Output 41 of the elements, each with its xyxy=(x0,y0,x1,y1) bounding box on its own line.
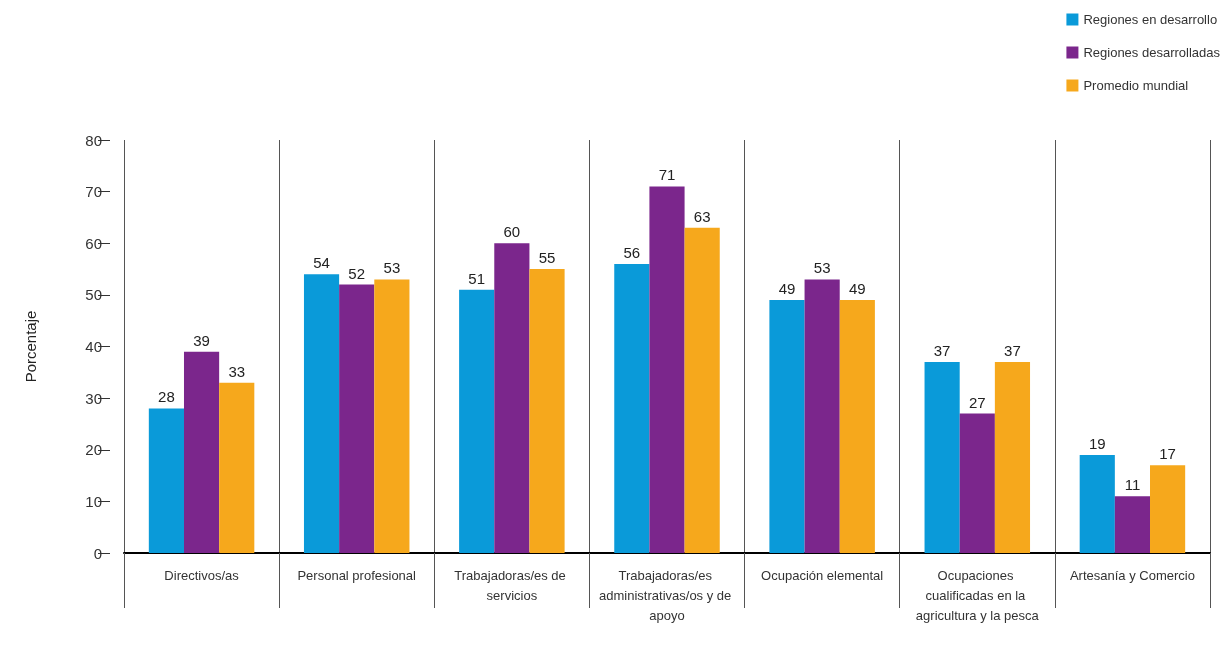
data-label: 33 xyxy=(228,362,246,380)
y-tick-label: 40 xyxy=(85,338,102,355)
data-label: 53 xyxy=(383,259,401,277)
data-label: 56 xyxy=(623,243,641,261)
y-axis-title: Porcentaje xyxy=(22,310,39,383)
data-label: 53 xyxy=(813,259,831,277)
data-label: 52 xyxy=(348,264,366,282)
data-label: 37 xyxy=(933,341,951,359)
data-label: 28 xyxy=(158,388,175,406)
data-label: 11 xyxy=(1124,476,1141,494)
x-tick-label: Directivos/as xyxy=(164,567,240,583)
data-label: 37 xyxy=(1004,341,1021,359)
x-tick-label: Personal profesional xyxy=(297,567,417,583)
y-tick-label: 60 xyxy=(85,234,102,252)
legend-label: Promedio mundial xyxy=(1083,78,1189,93)
data-label: 54 xyxy=(313,254,330,272)
data-label: 51 xyxy=(468,269,486,287)
legend-label: Regiones desarrolladas xyxy=(1083,45,1221,60)
y-tick-label: 80 xyxy=(85,131,102,149)
data-label: 63 xyxy=(693,207,711,225)
x-tick-label: Ocupación elemental xyxy=(761,567,884,583)
data-label: 27 xyxy=(968,393,986,411)
x-tick-label: Trabajadoras/es administrativas/os y de apoyo xyxy=(599,567,735,623)
data-label: 55 xyxy=(538,249,556,267)
y-tick-label: 50 xyxy=(85,286,102,304)
y-tick-label: 20 xyxy=(85,441,102,459)
data-label: 19 xyxy=(1088,434,1106,452)
legend-label: Regiones en desarrollo xyxy=(1083,12,1218,27)
data-label: 71 xyxy=(658,166,676,184)
data-label: 49 xyxy=(848,280,866,298)
y-tick-label: 0 xyxy=(93,544,102,562)
data-label: 39 xyxy=(193,331,210,349)
data-label: 17 xyxy=(1159,445,1176,463)
y-tick-label: 30 xyxy=(85,389,102,407)
data-label: 60 xyxy=(503,223,521,241)
y-tick-label: 70 xyxy=(85,183,102,201)
x-tick-label: Trabajadoras/es de servicios xyxy=(454,567,570,603)
y-tick-label: 10 xyxy=(85,492,102,510)
data-label: 49 xyxy=(778,280,796,298)
x-tick-label: Ocupaciones cualificadas en la agricultura y la pesca xyxy=(915,567,1040,623)
x-tick-label: Artesanía y Comercio xyxy=(1069,567,1195,583)
